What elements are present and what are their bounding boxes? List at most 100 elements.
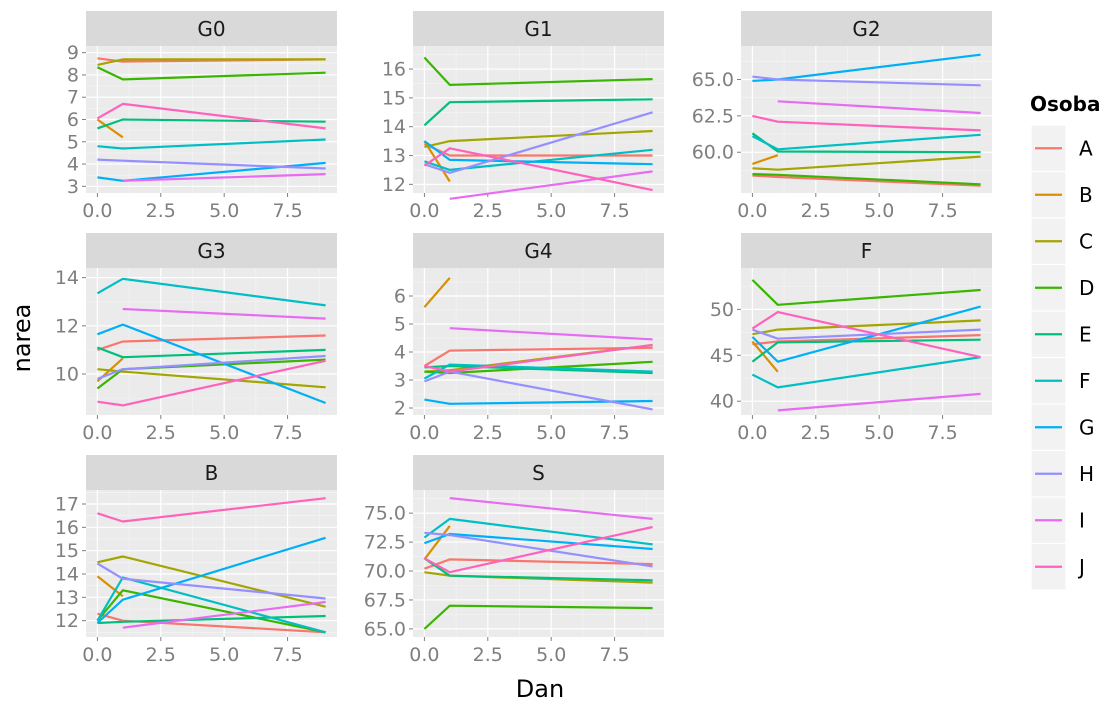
series-line-b (96, 575, 124, 598)
y-tick-label: 67.5 (364, 589, 406, 611)
series-line-h (97, 354, 326, 380)
facet-strip-label: G0 (197, 17, 225, 41)
x-tick-label: 7.5 (599, 644, 629, 666)
y-tick-label: 72.5 (364, 532, 406, 554)
x-axis-title: Dan (516, 675, 564, 703)
x-tick-label: 5.0 (536, 200, 566, 222)
facet-panel-g2: G2 0.0 2.5 5.0 7.5 60.0 62.5 65.0 (692, 11, 992, 222)
series-line-h (424, 111, 653, 174)
series-line-b (751, 340, 779, 373)
facet-strip (86, 233, 337, 268)
x-tick-label: 0.0 (409, 200, 439, 222)
x-tick-label: 5.0 (864, 422, 894, 444)
x-tick-label: 5.0 (209, 200, 239, 222)
x-tick-label: 2.5 (146, 200, 176, 222)
y-tick-label: 7 (67, 87, 79, 109)
series-line-f (97, 138, 326, 150)
series-line-j (423, 147, 653, 192)
y-tick-label: 2 (394, 398, 406, 420)
legend-label: J (1077, 555, 1085, 579)
legend-label: G (1079, 415, 1095, 439)
y-tick-label: 13 (55, 587, 79, 609)
y-tick-label: 4 (67, 154, 79, 176)
series-line-i (122, 307, 326, 320)
y-tick-label: 6 (394, 286, 406, 308)
panel-background (86, 490, 337, 637)
facet-panel-s: S 0.0 2.5 5.0 7.5 65.0 67.5 70.0 72.5 75.0 (364, 455, 664, 666)
facet-panel-g4: G4 0.0 2.5 5.0 7.5 2 3 4 5 6 (394, 233, 664, 444)
x-tick-label: 7.5 (599, 422, 629, 444)
series-line-d (96, 66, 326, 81)
facet-strip (413, 11, 664, 46)
y-tick-label: 65.0 (364, 618, 406, 640)
series-line-i (122, 600, 326, 629)
legend-label: I (1079, 508, 1085, 532)
series-line-c (97, 58, 326, 66)
facet-strip-label: G3 (197, 239, 225, 263)
series-line-d (424, 360, 653, 375)
facet-strip-label: S (532, 461, 545, 485)
series-line-a (424, 558, 653, 570)
series-line-j (751, 311, 981, 359)
y-tick-label: 50 (710, 299, 734, 321)
series-line-h (752, 75, 981, 87)
x-tick-label: 7.5 (272, 200, 302, 222)
facet-strip-label: B (205, 461, 219, 485)
x-tick-label: 7.5 (272, 644, 302, 666)
series-line-d (423, 604, 653, 630)
y-tick-label: 12 (382, 174, 406, 196)
series-line-b (96, 118, 124, 139)
series-line-j (97, 359, 326, 407)
series-line-c (97, 368, 326, 389)
x-tick-label: 5.0 (536, 644, 566, 666)
series-line-g (751, 305, 981, 363)
y-tick-label: 60.0 (692, 142, 734, 164)
series-line-e (97, 346, 326, 359)
x-tick-label: 5.0 (209, 422, 239, 444)
series-line-i (449, 327, 653, 341)
y-tick-label: 6 (67, 109, 79, 131)
y-tick-label: 5 (67, 131, 79, 153)
y-tick-label: 16 (55, 517, 79, 539)
y-tick-label: 5 (394, 314, 406, 336)
facet-strip (413, 455, 664, 490)
legend-title: Osoba (1030, 92, 1100, 116)
y-tick-label: 14 (382, 116, 406, 138)
x-tick-label: 2.5 (146, 422, 176, 444)
series-line-h (424, 531, 653, 568)
series-line-b (423, 140, 451, 183)
series-line-g (97, 323, 326, 405)
series-line-f (423, 363, 653, 380)
facet-panel-g1: G1 0.0 2.5 5.0 7.5 12 13 14 15 16 (382, 11, 664, 222)
x-tick-label: 7.5 (599, 200, 629, 222)
series-line-f (751, 133, 981, 151)
facet-panel-f: F 0.0 2.5 5.0 7.5 40 45 50 (710, 233, 992, 444)
y-tick-label: 12 (55, 315, 79, 337)
series-line-i (449, 170, 653, 200)
series-line-e (423, 98, 653, 127)
y-tick-label: 15 (55, 540, 79, 562)
series-line-f (96, 277, 326, 307)
facet-strip-label: G1 (524, 17, 552, 41)
y-tick-label: 75.0 (364, 503, 406, 525)
x-tick-label: 0.0 (82, 200, 112, 222)
legend-label: F (1079, 369, 1091, 393)
series-line-i (122, 173, 326, 182)
x-tick-label: 2.5 (146, 644, 176, 666)
legend-label: D (1079, 276, 1094, 300)
legend-label: A (1079, 136, 1093, 160)
series-line-j (424, 343, 653, 373)
series-line-g (424, 398, 653, 405)
y-tick-label: 70.0 (364, 561, 406, 583)
x-tick-label: 7.5 (272, 422, 302, 444)
facet-strip-label: G2 (852, 17, 880, 41)
x-tick-label: 2.5 (473, 422, 503, 444)
x-tick-label: 5.0 (536, 422, 566, 444)
y-tick-label: 17 (55, 494, 79, 516)
facet-strip (741, 11, 992, 46)
y-tick-label: 65.0 (692, 69, 734, 91)
series-line-i (777, 392, 981, 412)
